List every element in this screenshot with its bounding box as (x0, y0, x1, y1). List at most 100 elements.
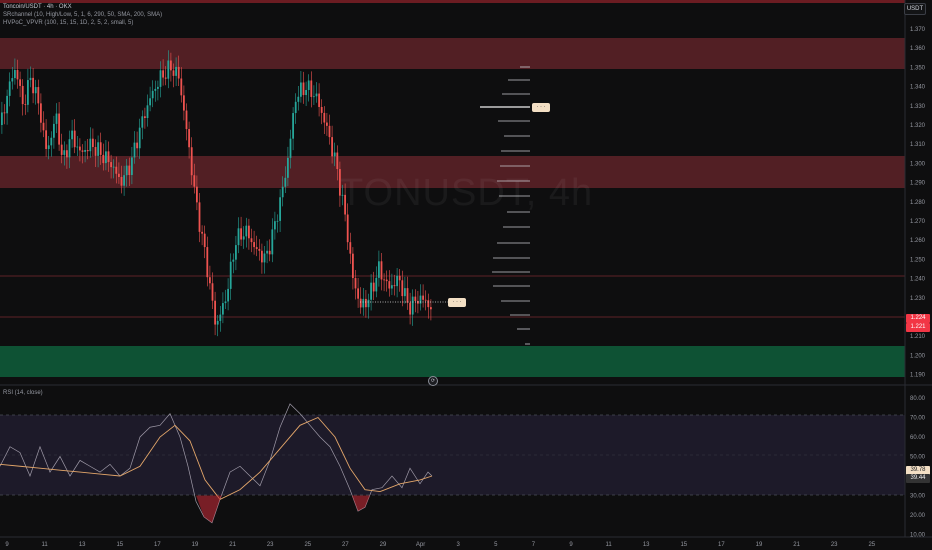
candle-body (336, 152, 339, 170)
candle-body (310, 80, 313, 97)
candle-body (300, 82, 302, 97)
candle-body (339, 169, 341, 196)
rsi-axis-label: 30.00 (910, 494, 926, 500)
rsi-oversold-fill (352, 495, 370, 512)
candle-body (248, 225, 250, 239)
price-axis-label: 1.280 (910, 200, 926, 206)
candle-body (159, 70, 162, 87)
time-axis-label: 17 (718, 542, 725, 548)
candle-body (167, 60, 170, 79)
price-axis-label: 1.330 (910, 104, 926, 110)
candle-body (27, 80, 29, 105)
candle-body (183, 95, 185, 111)
candle-body (393, 285, 396, 287)
vpvr-legend[interactable]: HVPoC_VPVR (100, 15, 15, 1D, 2, 5, 2, sm… (3, 20, 134, 26)
candle-body (120, 176, 123, 186)
srchannel-legend[interactable]: SRchannel (10, High/Low, 5, 1, 6, 290, 5… (3, 12, 163, 18)
time-axis-label: 17 (154, 542, 161, 548)
candle-body (359, 298, 362, 308)
candle-body (29, 77, 32, 81)
candle-body (154, 88, 157, 91)
price-axis-label: 1.320 (910, 123, 926, 129)
candle-body (344, 194, 346, 215)
candle-body (164, 77, 167, 79)
candle-body (107, 151, 110, 163)
candle-body (71, 130, 73, 140)
candle-body (274, 221, 276, 230)
candle-body (318, 93, 320, 107)
candle-body (328, 125, 331, 138)
candle-body (123, 175, 125, 186)
candle-body (378, 261, 380, 278)
candle-body (66, 150, 68, 158)
time-axis-label: Apr (416, 542, 425, 548)
candle-body (287, 157, 289, 178)
candle-body (261, 250, 263, 263)
time-axis-label: 23 (831, 542, 838, 548)
time-axis-label: 27 (342, 542, 349, 548)
currency-button[interactable]: USDT (904, 3, 926, 15)
time-axis-label: 21 (793, 542, 800, 548)
candle-body (136, 142, 138, 149)
candle-body (81, 150, 84, 152)
candle-body (177, 66, 180, 79)
candle-body (86, 150, 89, 152)
candle-body (419, 295, 422, 304)
rsi-legend[interactable]: RSI (14, close) (3, 390, 43, 396)
candle-body (380, 261, 383, 280)
time-axis-label: 29 (380, 542, 387, 548)
candle-body (383, 279, 385, 281)
price-axis-label: 1.340 (910, 85, 926, 91)
rsi-axis-label: 70.00 (910, 416, 926, 422)
price-axis-label: 1.370 (910, 27, 926, 33)
candle-body (404, 288, 406, 297)
time-axis-label: 13 (79, 542, 86, 548)
resistance-zone-upper (0, 38, 905, 69)
scroll-to-realtime-icon[interactable]: ⟳ (428, 376, 438, 386)
candle-body (427, 300, 430, 308)
candle-body (406, 288, 409, 303)
rsi-value-tag: 39.78 (906, 466, 930, 475)
candle-body (253, 242, 255, 248)
candle-body (32, 77, 34, 94)
candle-body (352, 253, 354, 279)
candle-body (294, 101, 297, 114)
candle-body (250, 238, 253, 243)
candle-body (209, 277, 211, 284)
candle-body (42, 122, 45, 131)
candle-body (219, 314, 222, 321)
last-price-tag: 1.224 (906, 314, 930, 323)
candle-body (151, 90, 154, 99)
price-axis-label: 1.210 (910, 334, 926, 340)
candle-body (16, 70, 19, 80)
rsi-axis-label: 60.00 (910, 435, 926, 441)
time-axis-label: 25 (868, 542, 875, 548)
time-axis-label: 9 (569, 542, 573, 548)
price-axis-label: 1.310 (910, 142, 926, 148)
candle-body (92, 138, 94, 148)
symbol-watermark: TONUSDT, 4h (340, 172, 594, 214)
candle-body (320, 106, 323, 113)
candle-body (175, 66, 177, 76)
candle-body (79, 146, 81, 151)
candle-body (47, 145, 50, 149)
symbol-legend[interactable]: Toncoin/USDT · 4h · OKX (3, 4, 72, 10)
support-zone (0, 346, 905, 377)
candle-body (401, 280, 404, 297)
candle-body (34, 87, 37, 94)
candle-body (196, 186, 198, 203)
price-axis-label: 1.250 (910, 257, 926, 263)
candle-body (258, 248, 261, 251)
candle-body (112, 166, 115, 168)
candle-body (284, 177, 287, 187)
price-axis-label: 1.230 (910, 296, 926, 302)
candle-body (292, 113, 294, 139)
candle-body (97, 142, 99, 156)
time-axis-label: 11 (41, 542, 48, 548)
candle-body (398, 275, 401, 281)
candle-body (55, 113, 58, 124)
candle-body (105, 151, 107, 164)
candle-body (99, 142, 102, 155)
time-axis-label: 15 (116, 542, 123, 548)
